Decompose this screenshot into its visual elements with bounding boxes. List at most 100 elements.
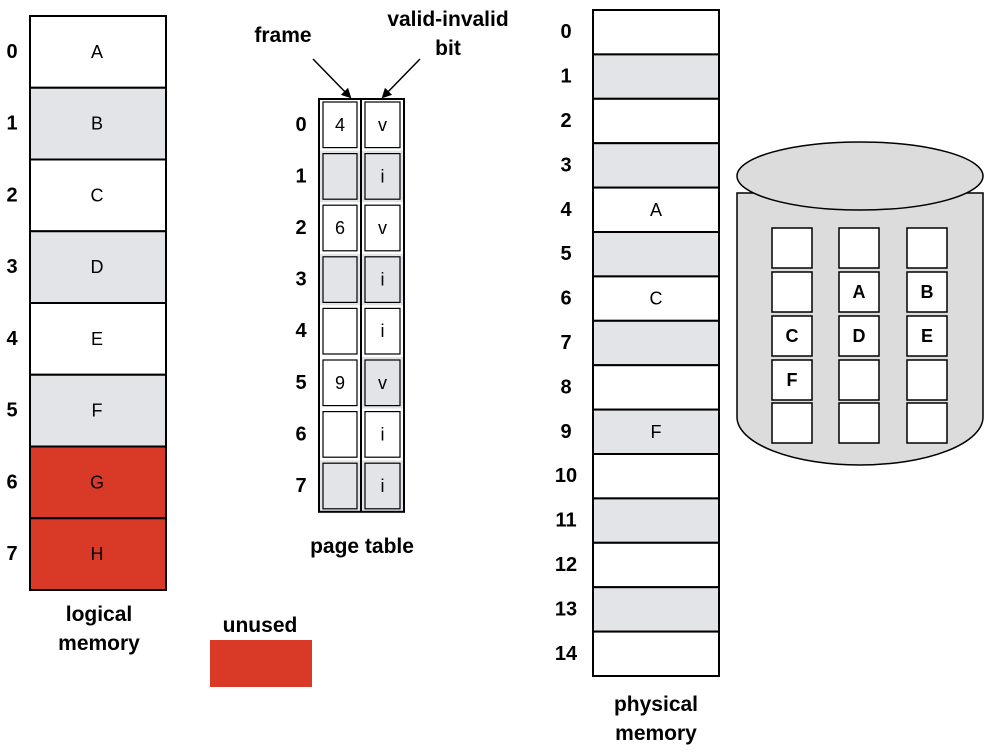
page-table-bit-cell bbox=[361, 305, 404, 357]
physical-frame-cell bbox=[592, 630, 720, 677]
page-table-bit-value: i bbox=[381, 166, 385, 186]
physical-frame-index: 11 bbox=[555, 510, 576, 532]
backing-store-block bbox=[771, 402, 813, 444]
physical-frame-cell bbox=[592, 319, 720, 367]
page-table-bit-box bbox=[364, 307, 401, 355]
page-table-title: page table bbox=[310, 535, 414, 558]
physical-memory-label-line1: physical bbox=[614, 693, 698, 716]
page-table-bit-value: v bbox=[378, 218, 387, 238]
logical-page-cell bbox=[29, 373, 167, 448]
page-table-frame-box bbox=[322, 462, 358, 510]
backing-store-block bbox=[838, 315, 880, 357]
page-table-bit-box bbox=[364, 359, 401, 407]
physical-frame-index: 3 bbox=[560, 154, 571, 176]
backing-store-block bbox=[838, 359, 880, 401]
physical-frame-cell bbox=[592, 453, 720, 500]
backing-store-block-label: B bbox=[921, 282, 934, 302]
page-table-bit-value: i bbox=[381, 476, 385, 496]
physical-frame-index: 14 bbox=[555, 643, 578, 665]
logical-page-cell bbox=[29, 445, 167, 520]
backing-store-block-label: E bbox=[921, 326, 933, 346]
physical-frame-index: 5 bbox=[560, 243, 571, 265]
frame-arrow-icon bbox=[312, 58, 352, 99]
backing-store-block bbox=[906, 315, 948, 357]
physical-frame-index: 6 bbox=[560, 288, 571, 310]
page-table-index: 3 bbox=[295, 269, 306, 291]
physical-frame-index: 8 bbox=[560, 376, 571, 398]
logical-page-content: A bbox=[91, 42, 103, 62]
page-table-frame-box bbox=[322, 153, 358, 200]
logical-memory-label-line2: memory bbox=[58, 632, 140, 655]
page-table-index: 5 bbox=[295, 372, 306, 394]
backing-store-block bbox=[771, 315, 813, 357]
physical-frame-content: C bbox=[650, 289, 663, 309]
physical-frame-cell bbox=[592, 142, 720, 189]
page-table-frame-box bbox=[322, 411, 358, 458]
physical-frame-cell bbox=[592, 9, 720, 56]
page-table-bit-box bbox=[364, 204, 401, 252]
logical-page-content: F bbox=[92, 401, 103, 421]
logical-memory: A 0 B 1 C 2 D 3 E 4 F 5 G 6 H 7 bbox=[6, 15, 167, 591]
logical-page-content: D bbox=[91, 257, 104, 277]
logical-page-index: 6 bbox=[6, 471, 17, 493]
logical-page-index: 2 bbox=[6, 184, 17, 206]
physical-frame-cell bbox=[592, 497, 720, 544]
page-table-bit-box bbox=[364, 411, 401, 458]
physical-frame-cell bbox=[592, 541, 720, 589]
page-table-frame-value: 9 bbox=[335, 373, 345, 393]
disk-top bbox=[736, 141, 984, 211]
physical-frame-cell bbox=[592, 97, 720, 145]
valid-bit-arrow-icon bbox=[381, 58, 421, 99]
page-table-index: 4 bbox=[295, 320, 307, 342]
backing-store-block bbox=[771, 227, 813, 269]
page-table-frame-box bbox=[322, 204, 358, 252]
logical-page-content: H bbox=[91, 544, 104, 564]
logical-page-index: 5 bbox=[6, 400, 17, 422]
valid-invalid-label-line1: valid-invalid bbox=[387, 8, 508, 31]
page-table-bit-value: i bbox=[381, 321, 385, 341]
physical-frame-index: 2 bbox=[560, 110, 571, 132]
page-table-frame-value: 4 bbox=[335, 115, 345, 135]
page-table-frame-cell bbox=[319, 408, 361, 461]
logical-page-content: G bbox=[90, 472, 104, 492]
physical-frame-content: F bbox=[651, 422, 662, 442]
page-table-bit-box bbox=[364, 462, 401, 510]
physical-frame-cell bbox=[592, 186, 720, 234]
page-table-frame-box bbox=[322, 359, 358, 407]
logical-page-index: 4 bbox=[6, 328, 18, 350]
logical-page-content: B bbox=[91, 114, 103, 134]
page-table-bit-box bbox=[364, 101, 401, 149]
page-table-bit-value: i bbox=[381, 424, 385, 444]
page-table-frame-cell bbox=[319, 460, 361, 512]
physical-frame-cell bbox=[592, 586, 720, 633]
logical-page-content: E bbox=[91, 329, 103, 349]
page-table-bit-value: i bbox=[381, 270, 385, 290]
physical-frame-cell bbox=[592, 53, 720, 100]
logical-page-cell bbox=[29, 86, 167, 161]
page-table-index: 7 bbox=[295, 475, 306, 497]
valid-invalid-label-line2: bit bbox=[435, 37, 461, 60]
physical-frame-index: 4 bbox=[560, 199, 572, 221]
page-table-frame-cell bbox=[319, 357, 361, 409]
page-table-bit-cell bbox=[361, 99, 404, 151]
physical-frame-index: 10 bbox=[555, 465, 577, 487]
backing-store-block bbox=[838, 402, 880, 444]
physical-frame-index: 9 bbox=[560, 421, 571, 443]
page-table-frame-value: 6 bbox=[335, 218, 345, 238]
page-table-bit-cell bbox=[361, 253, 404, 306]
page-table-bit-box bbox=[364, 256, 401, 303]
backing-store-block bbox=[906, 402, 948, 444]
logical-page-content: C bbox=[91, 185, 104, 205]
page-table-index: 6 bbox=[295, 423, 306, 445]
physical-frame-cell bbox=[592, 275, 720, 322]
page-table-bit-cell bbox=[361, 460, 404, 512]
backing-store-block-label: C bbox=[786, 326, 799, 346]
backing-store-block bbox=[771, 359, 813, 401]
page-table-frame-cell bbox=[319, 253, 361, 306]
logical-page-cell bbox=[29, 15, 167, 89]
physical-frame-cell bbox=[592, 364, 720, 411]
logical-page-cell bbox=[29, 517, 167, 591]
